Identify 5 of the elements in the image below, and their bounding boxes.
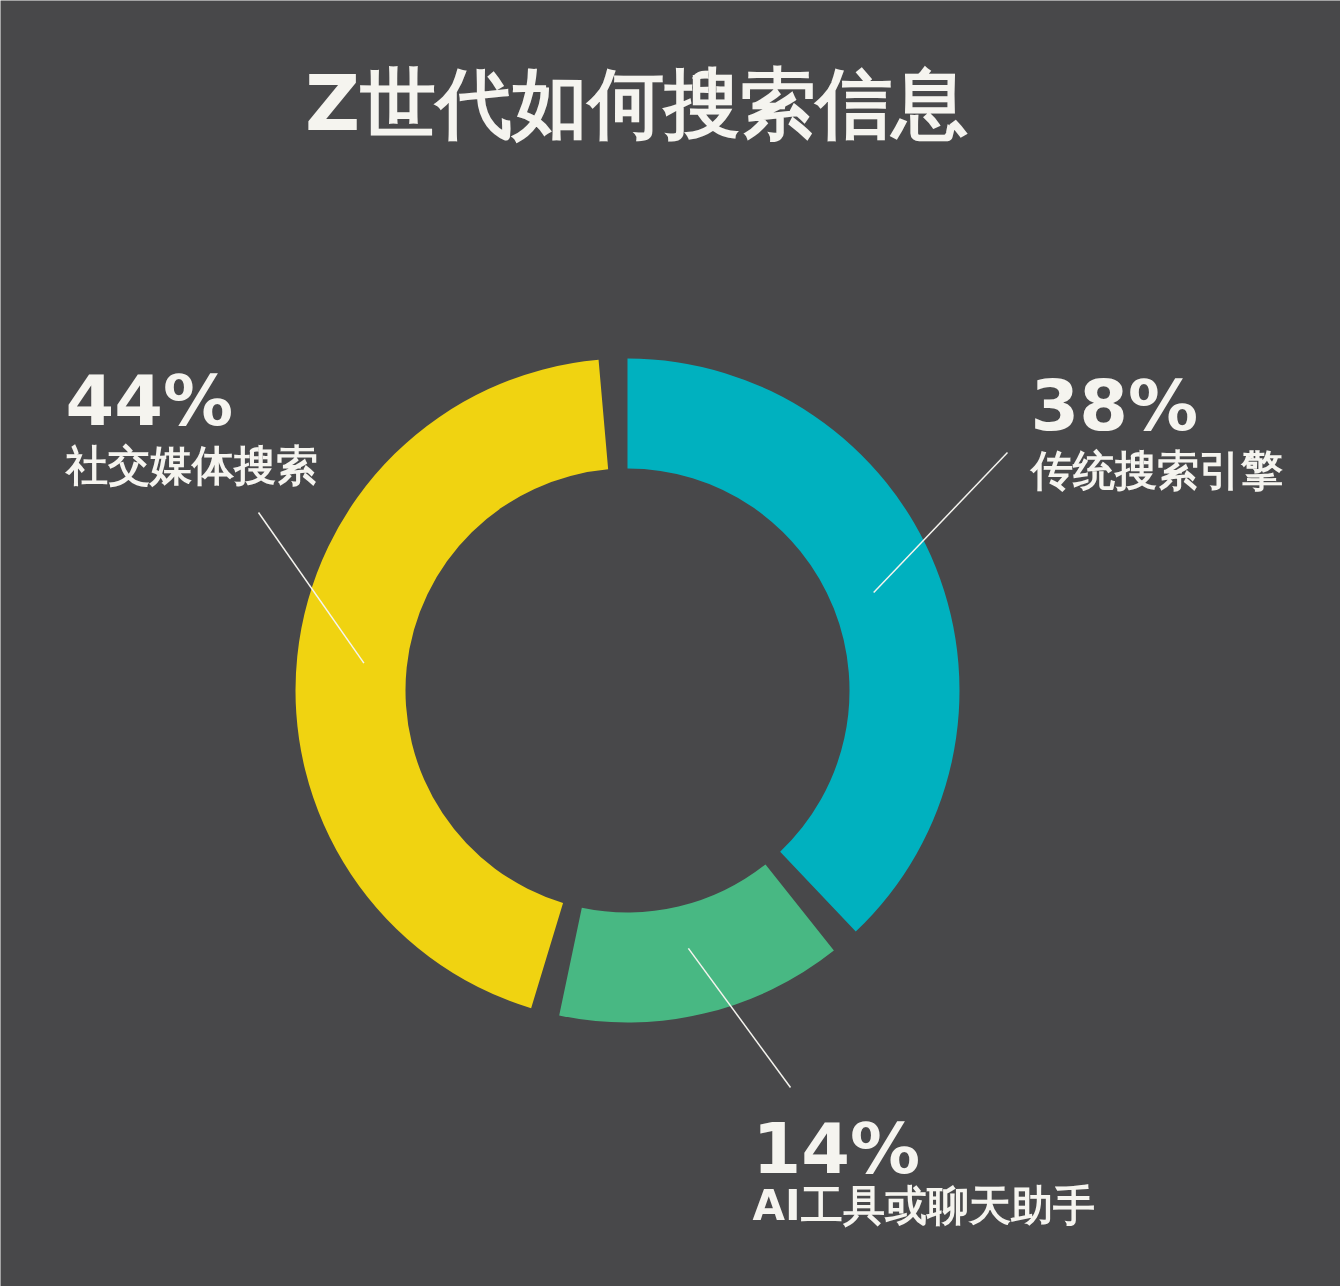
- slice-label: 传统搜索引擎: [1028, 446, 1283, 495]
- data-label: 44%: [65, 359, 234, 442]
- chart-title: Z世代如何搜索信息: [304, 59, 969, 148]
- data-label: 38%: [1030, 364, 1199, 447]
- slice-label: 社交媒体搜索: [63, 441, 318, 490]
